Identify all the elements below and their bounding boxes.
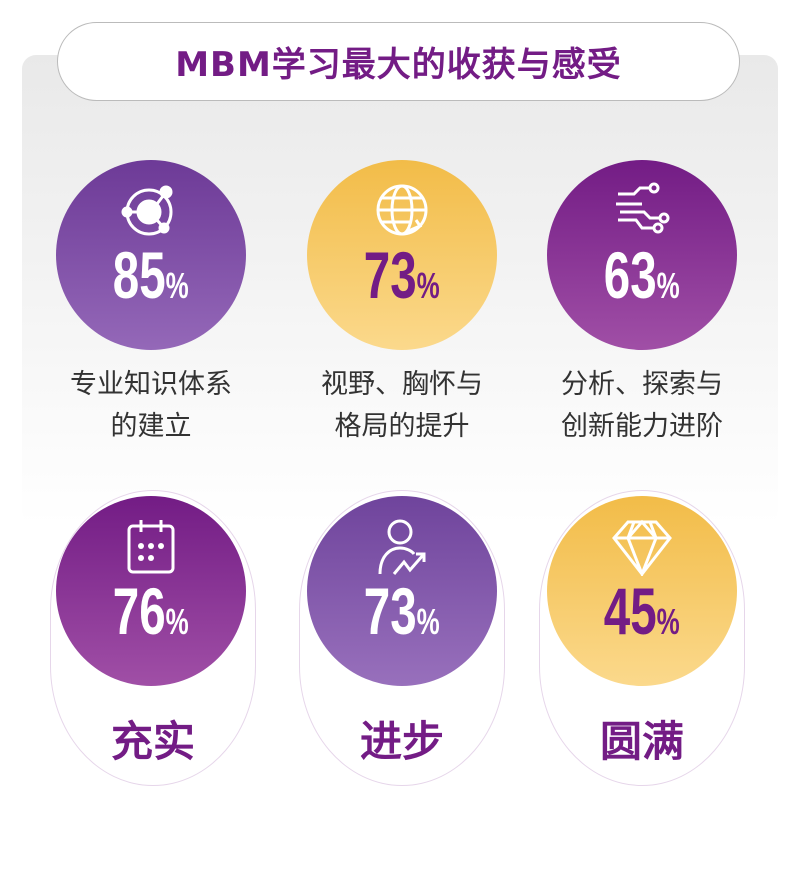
stat-unit: % [416, 265, 440, 306]
stat-unit: % [656, 601, 680, 642]
stat-value: 85 [113, 238, 166, 312]
stat-unit: % [165, 601, 189, 642]
stat-circle-knowledge: 85% [56, 160, 246, 350]
stat-unit: % [656, 265, 680, 306]
label-line: 分析、探索与 [561, 369, 723, 400]
stat-circle-fulfilling: 76% [56, 496, 246, 686]
stat-value: 73 [364, 238, 417, 312]
stat-circle-progress: 73% [307, 496, 497, 686]
stat-label-innovation: 分析、探索与 创新能力进阶 [522, 364, 762, 448]
stat-value: 76 [113, 574, 166, 648]
stat-circle-complete: 45% [547, 496, 737, 686]
label-line: 创新能力进阶 [561, 411, 723, 442]
diamond-icon [612, 519, 672, 576]
calendar-icon [127, 520, 175, 574]
label-line: 专业知识体系 [70, 369, 232, 400]
stat-circle-innovation: 63% [547, 160, 737, 350]
label-line: 格局的提升 [334, 411, 470, 442]
globe-arrow-icon [376, 184, 428, 236]
label-line: 的建立 [110, 411, 192, 442]
stat-unit: % [416, 601, 440, 642]
stat-value: 45 [604, 574, 657, 648]
stat-unit: % [165, 265, 189, 306]
label-progress: 进步 [359, 717, 444, 766]
stat-value: 63 [604, 238, 657, 312]
person-growth-icon [378, 519, 426, 575]
orbit-network-icon [121, 185, 173, 236]
stat-label-vision: 视野、胸怀与 格局的提升 [282, 364, 522, 448]
stat-circle-vision: 73% [307, 160, 497, 350]
page-title: MBM学习最大的收获与感受 [57, 22, 740, 101]
circuit-lines-icon [616, 182, 670, 234]
stat-value: 73 [364, 574, 417, 648]
label-fulfilling: 充实 [110, 717, 195, 766]
label-line: 视野、胸怀与 [321, 369, 483, 400]
stat-label-knowledge: 专业知识体系 的建立 [31, 364, 271, 448]
label-complete: 圆满 [599, 717, 684, 766]
